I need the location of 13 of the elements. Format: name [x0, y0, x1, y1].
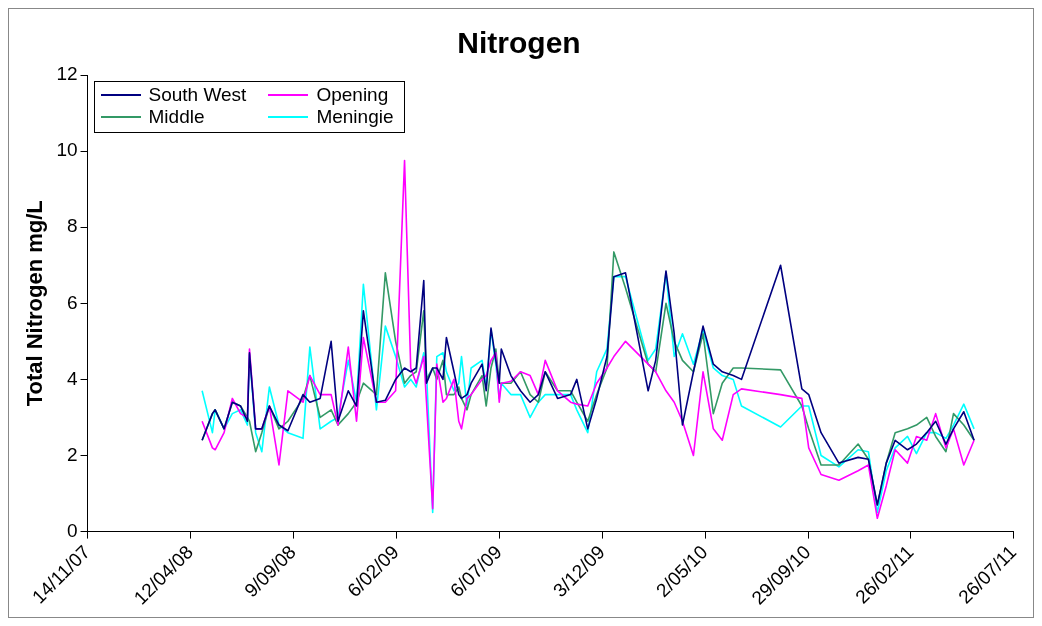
legend-label: Meningie [316, 106, 394, 128]
chart-title: Nitrogen [457, 26, 581, 60]
y-tick-label: 4 [66, 367, 78, 389]
y-tick-label: 12 [56, 63, 78, 85]
legend-label: South West [148, 84, 247, 106]
y-tick-label: 0 [66, 519, 78, 541]
y-tick-label: 8 [66, 215, 78, 237]
y-tick-label: 2 [66, 443, 78, 465]
legend-label: Opening [316, 84, 389, 106]
legend-label: Middle [148, 106, 205, 128]
y-tick-label: 10 [56, 139, 78, 161]
y-tick-label: 6 [66, 291, 78, 313]
y-axis-title: Total Nitrogen mg/L [22, 200, 48, 407]
